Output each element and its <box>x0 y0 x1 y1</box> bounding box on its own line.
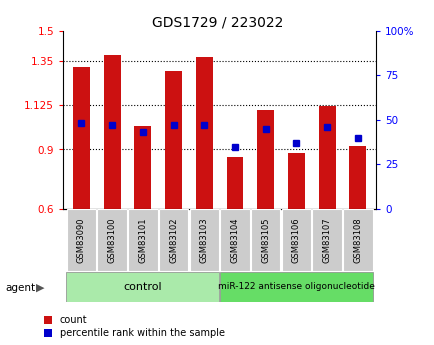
Bar <box>195 57 212 209</box>
Bar <box>342 209 372 271</box>
Bar <box>97 209 127 271</box>
Bar <box>318 106 335 209</box>
Bar <box>158 209 188 271</box>
Text: GSM83103: GSM83103 <box>199 217 208 263</box>
Text: GSM83102: GSM83102 <box>169 217 178 263</box>
Legend: count, percentile rank within the sample: count, percentile rank within the sample <box>44 315 224 338</box>
Bar <box>66 209 96 271</box>
Bar <box>128 209 157 271</box>
Text: ▶: ▶ <box>36 283 44 293</box>
Bar <box>189 209 219 271</box>
Text: GDS1729 / 223022: GDS1729 / 223022 <box>151 16 283 30</box>
Bar <box>73 67 90 209</box>
Bar <box>104 55 120 209</box>
Text: GSM83100: GSM83100 <box>108 217 116 263</box>
Text: agent: agent <box>5 283 35 293</box>
Bar <box>220 272 372 302</box>
Bar <box>287 154 304 209</box>
Bar <box>256 110 273 209</box>
Text: miR-122 antisense oligonucleotide: miR-122 antisense oligonucleotide <box>217 282 374 291</box>
Bar <box>134 126 151 209</box>
Bar <box>66 272 219 302</box>
Bar <box>165 70 182 209</box>
Bar <box>312 209 341 271</box>
Text: GSM83108: GSM83108 <box>352 217 362 263</box>
Text: GSM83105: GSM83105 <box>261 217 270 263</box>
Text: GSM83107: GSM83107 <box>322 217 331 263</box>
Bar <box>226 157 243 209</box>
Text: control: control <box>123 282 162 292</box>
Bar <box>281 209 310 271</box>
Bar <box>220 209 249 271</box>
Bar <box>349 146 365 209</box>
Text: GSM83104: GSM83104 <box>230 217 239 263</box>
Text: GSM83090: GSM83090 <box>77 217 86 263</box>
Text: GSM83101: GSM83101 <box>138 217 147 263</box>
Bar <box>250 209 280 271</box>
Text: GSM83106: GSM83106 <box>291 217 300 263</box>
